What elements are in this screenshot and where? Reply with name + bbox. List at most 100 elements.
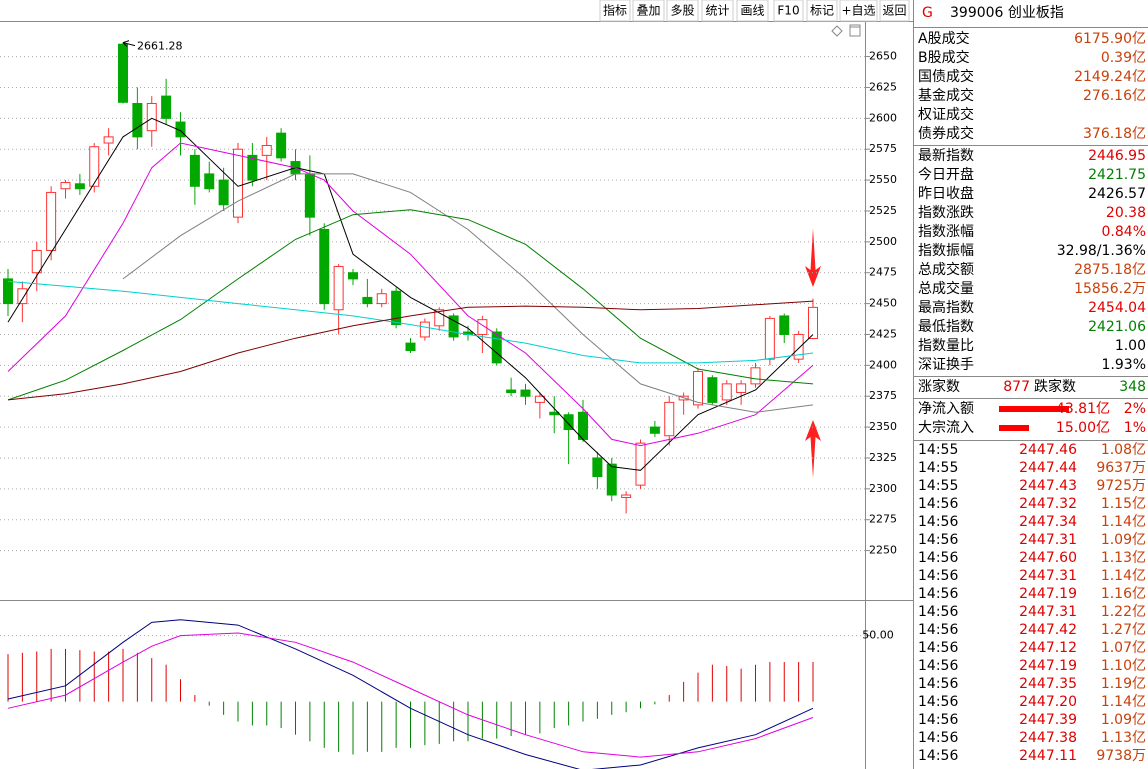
- tick-volume: 1.22亿: [1101, 604, 1146, 620]
- tick-volume: 1.08亿: [1101, 442, 1146, 458]
- breadth-value: 877: [1003, 379, 1030, 395]
- candle-body: [534, 395, 545, 403]
- row-label: 总成交额: [918, 261, 974, 278]
- flow-label: 大宗流入: [918, 420, 974, 436]
- candle-body: [506, 389, 517, 394]
- toolbar-button[interactable]: [839, 0, 878, 22]
- candle-body: [448, 315, 459, 338]
- tick-time: 14:56: [918, 604, 958, 620]
- y-tick-label: 2500: [869, 235, 897, 248]
- icon-diamond[interactable]: [831, 25, 843, 37]
- toolbar-label[interactable]: 画线: [740, 4, 764, 18]
- y-tick-label: 2600: [869, 111, 897, 124]
- row-label: B股成交: [918, 49, 970, 66]
- y-tick-label: 2650: [869, 50, 897, 63]
- candle-body: [491, 331, 502, 364]
- row-value: 20.38: [1106, 205, 1146, 221]
- toolbar-label[interactable]: 标记: [810, 4, 834, 18]
- tick-time: 14:56: [918, 496, 958, 512]
- arrow-up: [805, 420, 821, 478]
- row-label: 基金成交: [918, 87, 974, 104]
- toolbar-label[interactable]: F10: [777, 4, 799, 18]
- row-value: 2149.24亿: [1074, 69, 1146, 85]
- candle-body: [161, 95, 172, 119]
- line-series: [7, 632, 814, 758]
- candle-body: [146, 103, 157, 132]
- y-tick-label: 2550: [869, 173, 897, 186]
- tick-time: 14:56: [918, 550, 958, 566]
- tick-price: 2447.38: [1019, 730, 1077, 746]
- tick-time: 14:56: [918, 514, 958, 530]
- row-value: 0.84%: [1102, 224, 1146, 240]
- candle-body: [707, 377, 718, 403]
- row-value: 2875.18亿: [1074, 262, 1146, 278]
- annotation-pointer: [122, 40, 136, 48]
- candle-body: [693, 371, 703, 406]
- row-label: 总成交量: [918, 280, 974, 297]
- tick-time: 14:56: [918, 694, 958, 710]
- tick-time: 14:56: [918, 622, 958, 638]
- flow-value: 15.00亿: [1056, 420, 1110, 436]
- toolbar-label[interactable]: 指标: [603, 3, 627, 18]
- toolbar-button[interactable]: [806, 0, 838, 22]
- candle-body: [808, 306, 818, 339]
- row-value: 6175.90亿: [1074, 31, 1146, 47]
- candle-body: [218, 179, 229, 206]
- toolbar-button[interactable]: [773, 0, 804, 22]
- tick-time: 14:55: [918, 460, 958, 476]
- toolbar-button[interactable]: [632, 0, 665, 22]
- row-value: 1.00: [1115, 338, 1146, 354]
- toolbar-label[interactable]: 返回: [882, 4, 906, 18]
- y-tick-label: 2475: [869, 266, 897, 279]
- toolbar-label[interactable]: +自选: [841, 4, 875, 18]
- y-tick-label: 2425: [869, 327, 897, 340]
- tick-time: 14:56: [918, 712, 958, 728]
- toolbar-button[interactable]: [879, 0, 910, 22]
- icon-box[interactable]: [849, 24, 861, 37]
- toolbar-label[interactable]: 多股: [670, 4, 694, 18]
- flow-label: 净流入额: [918, 401, 974, 417]
- toolbar-label[interactable]: 统计: [705, 4, 729, 18]
- tick-volume: 1.27亿: [1101, 622, 1146, 638]
- tick-price: 2447.31: [1019, 532, 1077, 548]
- flag: G: [922, 5, 933, 21]
- y-tick-label: 2300: [869, 482, 897, 495]
- flow-pct: 2%: [1124, 401, 1146, 417]
- toolbar-button[interactable]: [701, 0, 734, 22]
- candle-body: [118, 43, 128, 103]
- candle-body: [764, 317, 775, 360]
- tick-price: 2447.11: [1019, 748, 1077, 764]
- tick-price: 2447.12: [1019, 640, 1077, 656]
- candle-body: [204, 173, 215, 190]
- tick-price: 2447.46: [1019, 442, 1077, 458]
- tick-time: 14:56: [918, 586, 958, 602]
- tick-time: 14:56: [918, 532, 958, 548]
- toolbar-button[interactable]: [736, 0, 769, 22]
- breadth-label: 跌家数: [1034, 378, 1076, 395]
- row-label: 最低指数: [918, 319, 974, 335]
- y-tick-label: 2250: [869, 544, 897, 557]
- tick-price: 2447.43: [1019, 478, 1077, 494]
- tick-volume: 1.09亿: [1101, 712, 1146, 728]
- row-label: 深证换手: [918, 356, 974, 373]
- tick-time: 14:55: [918, 478, 958, 494]
- toolbar-button[interactable]: [666, 0, 699, 22]
- toolbar-label[interactable]: 叠加: [636, 4, 660, 18]
- breadth-label: 涨家数: [918, 378, 960, 395]
- tick-volume: 1.09亿: [1101, 532, 1146, 548]
- tick-volume: 1.14亿: [1101, 694, 1146, 710]
- toolbar-button[interactable]: [599, 0, 631, 22]
- row-value: 2421.06: [1088, 319, 1146, 335]
- tick-price: 2447.44: [1019, 460, 1077, 476]
- breadth-value: 348: [1119, 379, 1146, 395]
- candle-body: [736, 383, 747, 394]
- candle-body: [621, 494, 632, 498]
- candle-body: [391, 290, 402, 326]
- tick-time: 14:56: [918, 658, 958, 674]
- y-tick-label: 2450: [869, 297, 897, 310]
- tick-volume: 1.16亿: [1101, 586, 1146, 602]
- y-tick-label: 2400: [869, 358, 897, 371]
- candle-body: [750, 367, 761, 385]
- row-value: 376.18亿: [1083, 126, 1146, 142]
